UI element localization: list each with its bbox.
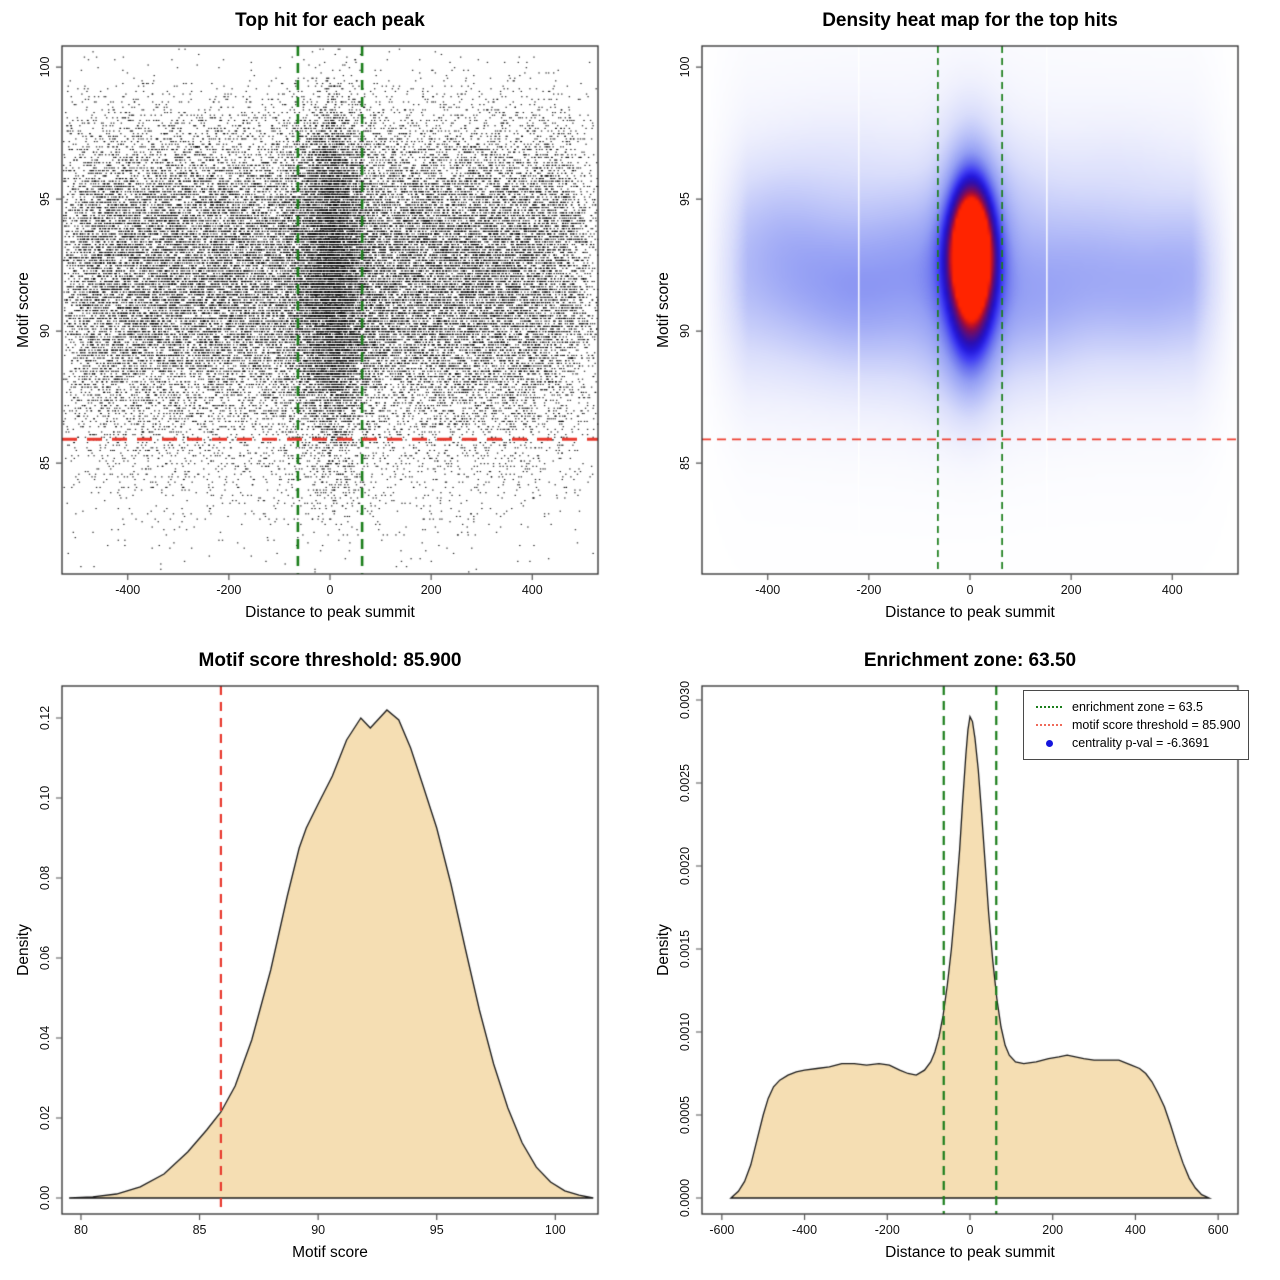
y-tick-label: 0.06 bbox=[38, 945, 52, 971]
y-tick-label: 0.0015 bbox=[678, 929, 692, 969]
x-axis-label: Distance to peak summit bbox=[245, 604, 415, 621]
panel-top-hit-scatter: Top hit for each peak Distance to peak s… bbox=[0, 0, 640, 640]
blue-dot-icon bbox=[1032, 739, 1066, 747]
x-tick-label: 200 bbox=[1042, 1223, 1064, 1237]
y-axis-label: Density bbox=[655, 924, 672, 976]
x-axis-label: Distance to peak summit bbox=[885, 604, 1055, 621]
y-tick-label: 0.0025 bbox=[678, 763, 692, 803]
legend-label: centrality p-val = -6.3691 bbox=[1072, 736, 1210, 750]
x-tick-label: 400 bbox=[521, 583, 543, 597]
y-tick-label: 100 bbox=[38, 56, 52, 78]
y-tick-label: 0.10 bbox=[38, 785, 52, 811]
legend-label: motif score threshold = 85.900 bbox=[1072, 718, 1241, 732]
page-title: Top hit for each peak bbox=[235, 10, 425, 31]
x-tick-label: 600 bbox=[1207, 1223, 1229, 1237]
y-axis-label: Density bbox=[15, 924, 32, 976]
x-tick-label: 400 bbox=[1124, 1223, 1146, 1237]
y-tick-label: 90 bbox=[38, 324, 52, 339]
y-tick-label: 0.12 bbox=[38, 705, 52, 731]
y-tick-label: 0.08 bbox=[38, 865, 52, 891]
x-tick-label: 100 bbox=[544, 1223, 566, 1237]
x-tick-label: -400 bbox=[755, 583, 781, 597]
y-tick-label: 85 bbox=[38, 456, 52, 471]
x-tick-label: 85 bbox=[192, 1223, 207, 1237]
panel-title: Density heat map for the top hits bbox=[822, 10, 1118, 31]
y-tick-label: 0.0020 bbox=[678, 846, 692, 886]
y-tick-label: 0.02 bbox=[38, 1105, 52, 1131]
panel-motif-score-density: Motif score threshold: 85.900 Motif scor… bbox=[0, 640, 640, 1280]
x-tick-label: 80 bbox=[74, 1223, 88, 1237]
panel-density-heatmap: Density heat map for the top hits Distan… bbox=[640, 0, 1280, 640]
legend-label: enrichment zone = 63.5 bbox=[1072, 700, 1203, 714]
y-tick-label: 0.0010 bbox=[678, 1012, 692, 1052]
x-tick-label: 0 bbox=[966, 1223, 974, 1237]
y-tick-label: 95 bbox=[678, 192, 692, 207]
scatter-plot-canvas bbox=[0, 0, 640, 640]
y-tick-label: 85 bbox=[678, 456, 692, 471]
x-axis-label: Distance to peak summit bbox=[885, 1244, 1055, 1261]
x-tick-label: -600 bbox=[709, 1223, 735, 1237]
red-dotted-line-icon bbox=[1032, 724, 1066, 726]
x-tick-label: -400 bbox=[115, 583, 141, 597]
y-tick-label: 100 bbox=[678, 56, 692, 78]
panel-title: Motif score threshold: 85.900 bbox=[198, 650, 462, 671]
y-tick-label: 0.00 bbox=[38, 1185, 52, 1211]
y-axis-label: Motif score bbox=[15, 272, 32, 348]
legend-item-motif-threshold: motif score threshold = 85.900 bbox=[1032, 716, 1241, 734]
y-axis-label: Motif score bbox=[655, 272, 672, 348]
plot-legend: enrichment zone = 63.5 motif score thres… bbox=[1023, 690, 1249, 760]
legend-item-enrichment-zone: enrichment zone = 63.5 bbox=[1032, 698, 1240, 716]
x-tick-label: -200 bbox=[856, 583, 882, 597]
heatmap-plot-canvas bbox=[640, 0, 1280, 640]
y-tick-label: 0.0005 bbox=[678, 1095, 692, 1135]
x-tick-label: 400 bbox=[1161, 583, 1183, 597]
green-dotted-line-icon bbox=[1032, 706, 1066, 708]
y-tick-label: 0.0030 bbox=[678, 680, 692, 720]
y-tick-label: 95 bbox=[38, 192, 52, 207]
panel-enrichment-zone-density: Enrichment zone: 63.50 Distance to peak … bbox=[640, 640, 1280, 1280]
x-axis-label: Motif score bbox=[292, 1244, 368, 1261]
x-tick-label: 0 bbox=[326, 583, 334, 597]
y-tick-label: 90 bbox=[678, 324, 692, 339]
y-tick-label: 0.0000 bbox=[678, 1178, 692, 1218]
legend-item-centrality-pval: centrality p-val = -6.3691 bbox=[1032, 734, 1240, 752]
x-tick-label: 200 bbox=[420, 583, 442, 597]
x-tick-label: 95 bbox=[429, 1223, 444, 1237]
x-tick-label: 200 bbox=[1060, 583, 1082, 597]
score-density-plot-canvas bbox=[0, 640, 640, 1280]
x-tick-label: -200 bbox=[216, 583, 242, 597]
x-tick-label: 0 bbox=[966, 583, 974, 597]
x-tick-label: 90 bbox=[311, 1223, 326, 1237]
panel-title: Enrichment zone: 63.50 bbox=[863, 650, 1077, 671]
x-tick-label: -400 bbox=[792, 1223, 818, 1237]
x-tick-label: -200 bbox=[874, 1223, 900, 1237]
y-tick-label: 0.04 bbox=[38, 1025, 52, 1051]
